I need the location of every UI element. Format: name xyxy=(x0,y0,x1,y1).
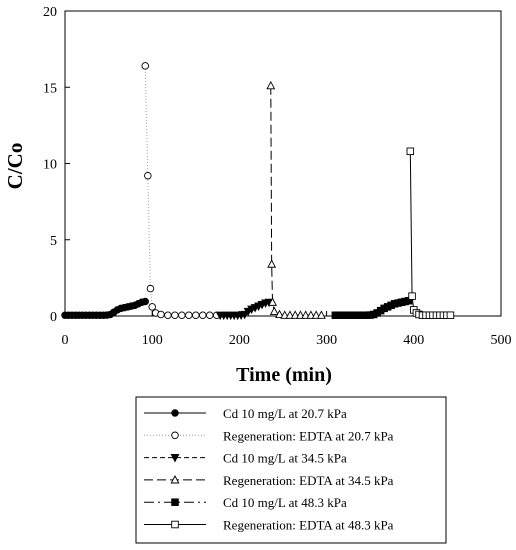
legend-entry: Cd 10 mg/L at 20.7 kPa xyxy=(144,406,347,421)
y-tick-label: 10 xyxy=(43,158,57,173)
data-point xyxy=(157,310,165,319)
legend-box xyxy=(135,396,447,544)
legend-entry: Regeneration: EDTA at 48.3 kPa xyxy=(144,518,394,533)
series-layer xyxy=(61,62,455,321)
y-axis-ticks: 0 5 10 15 20 xyxy=(43,5,70,325)
data-point xyxy=(206,311,214,319)
legend-entry: Cd 10 mg/L at 48.3 kPa xyxy=(144,495,347,510)
legend-label: Regeneration: EDTA at 48.3 kPa xyxy=(223,518,394,533)
x-tick-label: 100 xyxy=(142,333,163,348)
series-line xyxy=(409,151,451,316)
plot-frame xyxy=(64,10,502,317)
plot-area xyxy=(64,10,502,317)
x-tick-label: 400 xyxy=(403,333,424,348)
x-tick-label: 200 xyxy=(229,333,250,348)
data-point xyxy=(148,303,156,311)
data-point xyxy=(267,259,277,268)
data-point xyxy=(301,310,311,319)
y-tick-label: 0 xyxy=(50,310,57,325)
data-point xyxy=(290,310,300,319)
x-tick-label: 300 xyxy=(316,333,337,348)
legend-label: Cd 10 mg/L at 34.5 kPa xyxy=(223,451,347,466)
legend-entry: Regeneration: EDTA at 20.7 kPa xyxy=(144,428,394,443)
x-tick-label: 0 xyxy=(62,333,69,348)
y-tick-label: 20 xyxy=(43,5,57,20)
y-tick-label: 5 xyxy=(50,234,57,249)
y-axis-label: C/Co xyxy=(3,143,27,190)
x-axis-label: Time (min) xyxy=(236,364,332,386)
data-point xyxy=(144,171,152,180)
data-point xyxy=(141,62,149,70)
series-3 xyxy=(215,298,274,321)
x-axis-ticks: 0 100 200 300 400 500 xyxy=(62,311,512,348)
data-point xyxy=(408,292,416,300)
legend-entry: Cd 10 mg/L at 34.5 kPa xyxy=(144,451,347,466)
legend-entry: Regeneration: EDTA at 34.5 kPa xyxy=(144,473,394,488)
y-tick-label: 15 xyxy=(43,81,57,96)
series-1 xyxy=(61,297,149,319)
data-point xyxy=(192,311,200,319)
data-point xyxy=(171,311,179,319)
data-point xyxy=(311,310,321,319)
data-point xyxy=(306,310,316,319)
series-6 xyxy=(406,147,455,319)
data-point xyxy=(285,310,295,319)
data-point xyxy=(316,310,326,319)
legend-marker xyxy=(171,409,179,417)
data-point xyxy=(266,80,276,90)
data-point xyxy=(406,147,415,156)
legend-label: Regeneration: EDTA at 20.7 kPa xyxy=(223,428,394,443)
data-point xyxy=(178,311,186,319)
legend-marker xyxy=(171,431,179,440)
data-point xyxy=(446,311,455,319)
data-point xyxy=(275,309,284,319)
data-point xyxy=(269,306,279,315)
series-4 xyxy=(266,80,326,319)
legend-label: Cd 10 mg/L at 48.3 kPa xyxy=(223,495,347,510)
legend-marker xyxy=(170,454,180,463)
data-point xyxy=(295,310,305,319)
legend-marker xyxy=(170,475,180,484)
data-point xyxy=(164,311,172,319)
data-point xyxy=(146,284,155,293)
series-line xyxy=(144,65,217,316)
series-5 xyxy=(331,297,413,319)
series-2 xyxy=(141,62,221,319)
data-point xyxy=(280,310,290,319)
data-point xyxy=(185,311,193,319)
legend-label: Cd 10 mg/L at 20.7 kPa xyxy=(223,406,347,421)
data-point xyxy=(199,311,207,319)
x-tick-label: 500 xyxy=(491,333,512,348)
data-point xyxy=(141,297,149,306)
legend: Cd 10 mg/L at 20.7 kPa Regeneration: EDTA… xyxy=(135,396,447,544)
legend-marker xyxy=(171,498,179,506)
legend-label: Regeneration: EDTA at 34.5 kPa xyxy=(223,473,394,488)
legend-marker xyxy=(171,520,179,529)
data-point xyxy=(268,297,277,306)
series-line xyxy=(270,85,322,316)
